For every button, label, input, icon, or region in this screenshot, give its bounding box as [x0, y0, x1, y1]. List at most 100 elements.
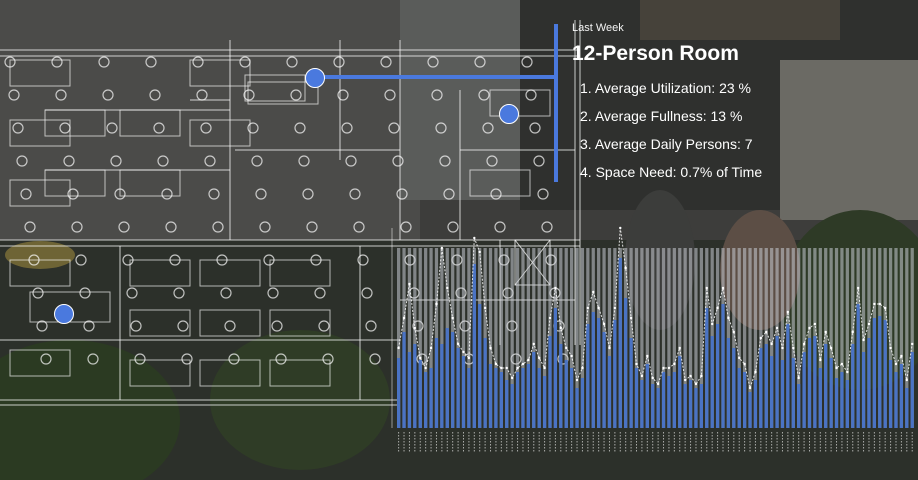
series-point — [786, 310, 790, 314]
bar-track — [440, 248, 444, 428]
bar — [478, 304, 482, 428]
metric-number: 4. — [580, 164, 592, 180]
bar — [510, 384, 514, 428]
bar — [824, 344, 828, 428]
series-point — [397, 346, 400, 350]
bar-track — [397, 248, 401, 428]
bar — [753, 380, 758, 428]
series-point — [775, 326, 779, 330]
bar-track — [894, 248, 898, 428]
bar-track — [678, 248, 682, 428]
bar-track — [694, 248, 698, 428]
bar — [570, 368, 574, 428]
bar — [424, 372, 428, 428]
series-point — [792, 346, 795, 350]
bar-track — [753, 248, 758, 428]
bar — [851, 344, 855, 428]
bar-track — [688, 248, 693, 428]
series-point — [521, 362, 525, 366]
bar — [802, 352, 806, 428]
bar — [683, 384, 687, 428]
series-point — [765, 330, 768, 334]
bar — [694, 388, 698, 428]
series-point — [846, 370, 849, 374]
series-point — [797, 376, 800, 380]
series-point — [554, 286, 557, 290]
bar — [656, 388, 660, 428]
series-point — [743, 362, 746, 366]
series-point — [581, 366, 584, 370]
metric-text: Average Fullness: 13 % — [594, 108, 743, 124]
series-point — [662, 366, 665, 370]
series-point — [559, 326, 563, 330]
bar-track — [824, 248, 828, 428]
bar — [818, 368, 822, 428]
bar-track — [564, 248, 568, 428]
series-point — [862, 338, 865, 342]
series-point — [900, 354, 903, 358]
bar — [440, 344, 444, 428]
room-marker-left[interactable] — [54, 304, 74, 324]
bar — [532, 352, 536, 428]
series-point — [462, 350, 465, 354]
series-point — [835, 366, 838, 370]
bar — [715, 324, 720, 428]
bar — [624, 298, 628, 428]
series-point — [510, 376, 514, 380]
series-point — [413, 326, 417, 330]
room-marker-top[interactable] — [305, 68, 325, 88]
bar-track — [861, 248, 866, 428]
bar-track — [407, 248, 412, 428]
bar-track — [683, 248, 687, 428]
bar-track — [699, 248, 703, 428]
series-point — [473, 236, 476, 240]
period-label: Last Week — [572, 22, 624, 34]
series-point — [781, 346, 784, 350]
series-point — [440, 246, 444, 250]
bar — [418, 360, 422, 428]
series-point — [738, 356, 741, 360]
bar-track — [791, 248, 795, 428]
bar-track — [634, 248, 639, 428]
bar-track — [661, 248, 666, 428]
bar — [813, 336, 817, 428]
series-point — [451, 316, 454, 320]
series-point — [429, 346, 433, 350]
bar — [726, 338, 731, 428]
bar-track — [570, 248, 574, 428]
series-point — [829, 346, 833, 350]
series-point — [667, 366, 671, 370]
bar — [759, 348, 763, 428]
bar — [791, 358, 795, 428]
bar — [672, 372, 676, 428]
series-point — [500, 366, 503, 370]
bar-track — [429, 248, 433, 428]
bar — [651, 384, 655, 428]
bar-track — [505, 248, 509, 428]
bar — [721, 304, 725, 428]
bar — [591, 312, 595, 428]
series-point — [629, 316, 633, 320]
bar — [564, 360, 568, 428]
series-point — [883, 306, 887, 310]
series-point — [494, 362, 498, 366]
bar-track — [499, 248, 503, 428]
bar — [499, 372, 503, 428]
series-point — [889, 346, 892, 350]
series-point — [489, 346, 492, 350]
bar-track — [645, 248, 649, 428]
metric-text: Average Utilization: 23 % — [594, 80, 751, 96]
room-marker-selected[interactable] — [499, 104, 519, 124]
metric-list: 1. Average Utilization: 23 % 2. Average … — [572, 74, 902, 186]
series-point — [635, 362, 638, 366]
bar-track — [780, 248, 785, 428]
bar — [878, 316, 882, 428]
series-point — [516, 366, 519, 370]
bar — [402, 332, 406, 428]
bar-track — [651, 248, 655, 428]
series-point — [905, 378, 909, 382]
bar — [483, 338, 487, 428]
metric-number: 3. — [580, 136, 592, 152]
